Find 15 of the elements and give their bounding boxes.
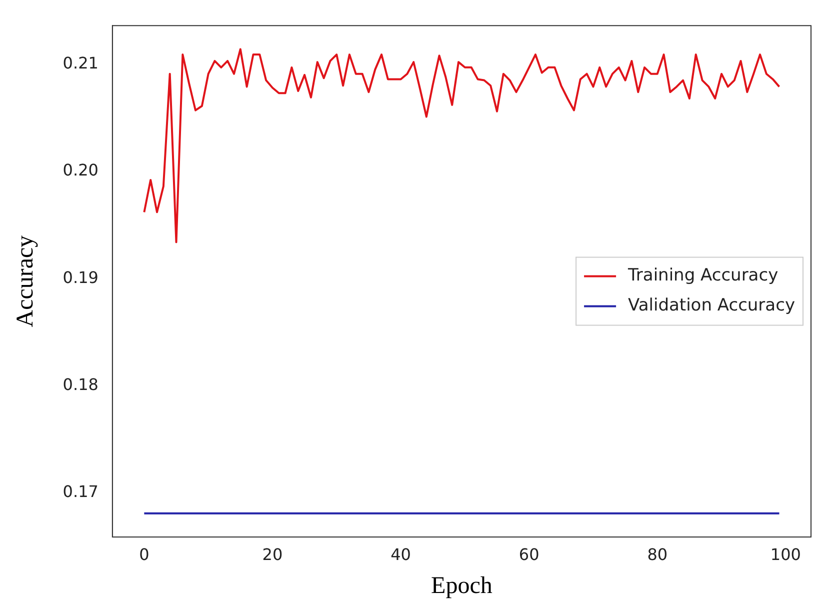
y-tick-label: 0.21 [62, 53, 98, 72]
y-tick-label: 0.19 [62, 268, 98, 287]
legend-label: Training Accuracy [627, 266, 778, 286]
x-tick-label: 40 [390, 544, 411, 564]
x-tick-label: 20 [262, 544, 283, 564]
y-tick-label: 0.20 [62, 160, 98, 180]
x-axis-title: Epoch [431, 572, 492, 599]
x-tick-label: 60 [518, 544, 540, 564]
x-tick-label: 100 [770, 544, 801, 564]
y-tick-label: 0.18 [62, 374, 98, 394]
y-tick-label: 0.17 [62, 482, 98, 502]
x-tick-label: 0 [139, 544, 150, 564]
y-axis-title: Accuracy [12, 235, 39, 328]
legend-label: Validation Accuracy [628, 296, 796, 316]
x-tick-label: 80 [647, 544, 668, 564]
